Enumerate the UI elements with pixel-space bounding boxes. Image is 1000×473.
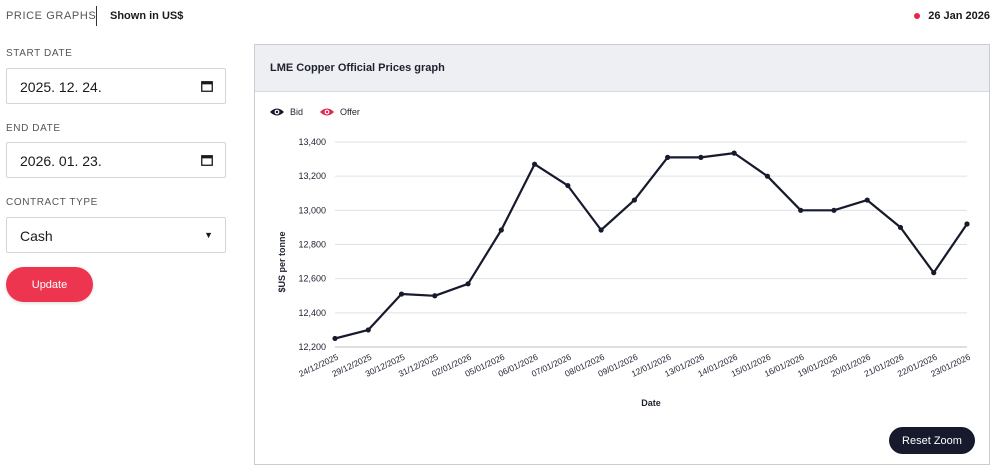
legend-bid-label: Bid — [290, 107, 304, 117]
currency-note: Shown in US$ — [110, 10, 184, 22]
start-date-value: 2025. 12. 24. — [20, 79, 102, 95]
legend-item-bid[interactable]: Bid — [269, 107, 303, 117]
data-point[interactable] — [365, 327, 371, 333]
data-point[interactable] — [565, 182, 571, 189]
y-tick-label: 12,800 — [298, 240, 326, 250]
end-date-label: END DATE — [6, 123, 61, 134]
reset-zoom-button[interactable]: Reset Zoom — [889, 427, 975, 454]
start-date-label: START DATE — [6, 48, 73, 59]
data-point[interactable] — [432, 293, 438, 299]
eye-icon — [270, 108, 284, 116]
current-date-text: 26 Jan 2026 — [928, 10, 990, 22]
legend-offer-label: Offer — [340, 107, 360, 117]
price-chart: 12,200 12,400 12,600 12,800 13,000 13,200 13,4… — [277, 137, 972, 408]
status-dot-icon — [914, 13, 921, 19]
chart-legend: Bid Offer — [269, 107, 370, 117]
chart-title: LME Copper Official Prices graph — [270, 62, 445, 74]
contract-type-value: Cash — [20, 228, 53, 244]
data-point[interactable] — [798, 207, 804, 213]
data-point[interactable] — [964, 221, 970, 227]
data-point[interactable] — [897, 224, 904, 231]
data-point[interactable] — [598, 227, 604, 233]
data-point[interactable] — [731, 150, 737, 156]
end-date-value: 2026. 01. 23. — [20, 153, 102, 169]
chart-panel-header: LME Copper Official Prices graph — [255, 45, 989, 92]
data-point[interactable] — [864, 197, 870, 203]
data-point[interactable] — [665, 154, 671, 160]
y-tick-label: 12,600 — [298, 274, 326, 284]
top-bar: PRICE GRAPHS Shown in US$ 26 Jan 2026 — [0, 0, 1000, 34]
caret-down-icon: ▼ — [204, 230, 213, 240]
data-point[interactable] — [465, 281, 471, 287]
y-tick-label: 13,200 — [298, 171, 326, 181]
data-point[interactable] — [931, 270, 937, 276]
y-tick-label: 12,200 — [298, 342, 326, 352]
chart-panel: LME Copper Official Prices graph Bid Off… — [254, 44, 990, 465]
header-divider — [96, 6, 97, 26]
contract-type-label: CONTRACT TYPE — [6, 197, 98, 208]
data-point[interactable] — [764, 173, 771, 179]
y-tick-label: 12,400 — [298, 308, 326, 318]
calendar-icon[interactable] — [201, 154, 213, 166]
data-point[interactable] — [398, 291, 405, 297]
y-axis-label: $US per tonne — [277, 231, 287, 292]
data-point[interactable] — [332, 335, 338, 342]
legend-item-offer[interactable]: Offer — [319, 107, 360, 117]
data-point[interactable] — [831, 207, 837, 213]
eye-icon — [320, 108, 335, 116]
bid-series-line — [334, 152, 968, 340]
start-date-input[interactable]: 2025. 12. 24. — [6, 68, 226, 104]
y-tick-label: 13,000 — [298, 205, 326, 215]
current-date: 26 Jan 2026 — [914, 10, 990, 22]
end-date-input[interactable]: 2026. 01. 23. — [6, 142, 226, 178]
update-button[interactable]: Update — [6, 267, 93, 302]
data-point[interactable] — [498, 227, 504, 233]
data-point[interactable] — [631, 197, 637, 203]
data-point[interactable] — [698, 154, 704, 160]
contract-type-select[interactable]: Cash ▼ — [6, 217, 226, 253]
brand-label: PRICE GRAPHS — [6, 10, 97, 22]
x-axis-label: Date — [641, 398, 661, 408]
y-tick-label: 13,400 — [298, 137, 326, 147]
calendar-icon[interactable] — [201, 80, 213, 92]
data-point[interactable] — [531, 161, 538, 167]
